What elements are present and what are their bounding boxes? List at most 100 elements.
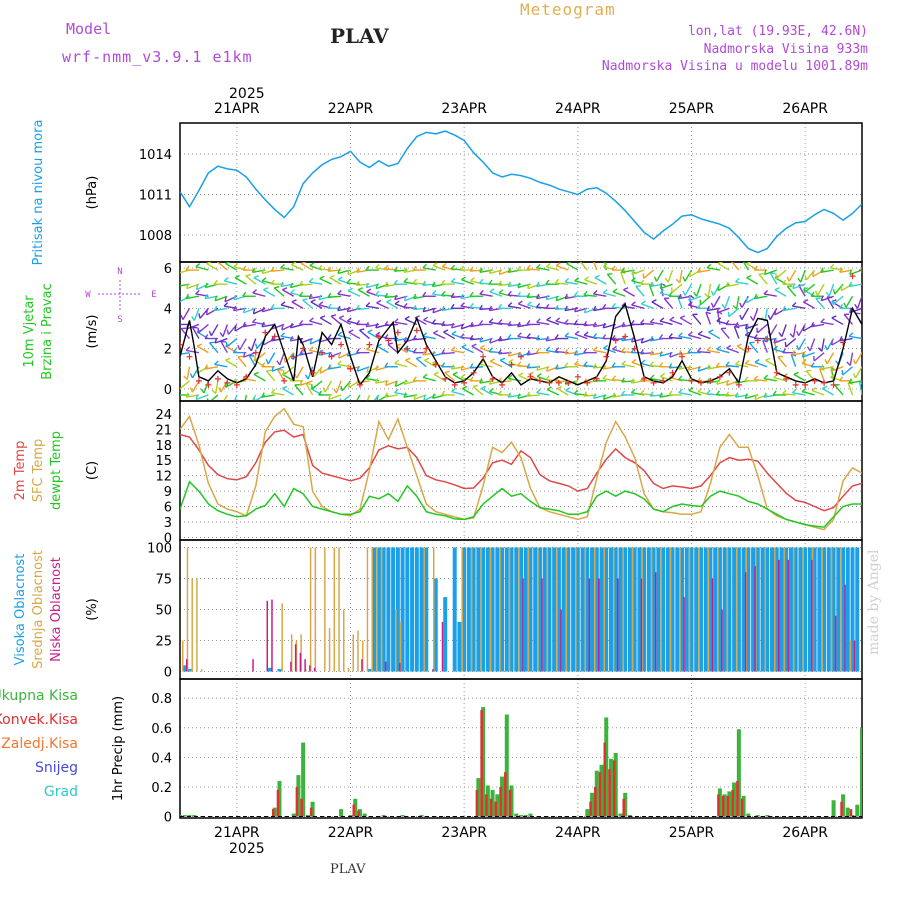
wind-barb-tick [253,274,259,279]
cloud_high-bar [803,547,808,672]
cloud_high-bar [784,547,789,672]
cloud_low-bar [744,572,747,672]
precip-tick-label: 0 [164,811,172,826]
cloud_mid-bar [338,547,340,672]
wind-barb-tick [710,302,715,308]
cloud_high-bar [613,547,618,672]
wind-gust-marker [792,381,799,388]
bottom-year-label: 2025 [229,841,265,857]
wind-barb [546,388,560,396]
cloud_high-bar [410,547,415,672]
wind-barb-tick [195,394,199,400]
wind-barb [376,302,389,309]
wind-gust-marker [527,373,534,380]
wind-barb [695,283,702,297]
wind-barb-tick [830,366,833,372]
wind-gust-marker [300,345,307,352]
wind-barb-tick [746,262,752,265]
wind-barb [299,283,313,286]
wind-barb-tick [725,380,729,386]
wind-barb-tick [200,388,205,394]
wind-gust-marker [688,377,695,384]
wind-barb [849,283,862,288]
wind-barb-tick [749,316,754,321]
cloud_low-bar [294,644,297,672]
wind-barb-tick [678,375,683,381]
wind-barb-tick [687,331,693,336]
wind-barb-tick [498,289,504,294]
wind-barb-tick [211,389,217,395]
top-date-label: 24APR [555,101,601,117]
cloud_mid-bar [783,547,785,672]
wind-barb [422,267,436,271]
wind-barb-tick [630,388,636,394]
precip_conv-bar [508,789,512,817]
wind-barb [856,296,862,309]
wind-barb-tick [230,403,233,407]
wind-barb [792,392,806,396]
wind-gust-marker [375,333,382,340]
cloud_high-bar [727,547,732,672]
wind-barb [432,264,446,271]
temperature-axis-title: SFC Temp [31,439,46,503]
wind-barb [688,389,702,396]
station-title: PLAV [330,24,389,48]
wind-barb-tick [233,263,239,268]
wind-barb-tick [693,291,698,297]
wind-barb-tick [394,359,400,364]
wind-barb [263,289,276,297]
wind-barb-tick [384,362,389,368]
wind-barb [335,380,342,394]
wind-barb [280,304,294,310]
cloud_mid-bar [423,547,426,672]
wind-gust-marker [783,375,790,382]
wind-barb-tick [169,330,174,332]
wind-barb-tick [282,287,288,291]
wind-barb-tick [198,313,201,319]
wind-barb [367,331,380,340]
wind-barb [623,289,636,297]
temperature-unit-label: (C) [85,461,100,480]
wind-barb [394,321,408,326]
wind-barb [214,363,228,368]
cloud_low-bar [787,559,789,672]
wind-barb-tick [461,276,466,281]
wind-barb-tick [554,334,559,339]
wind-barb-tick [653,276,658,282]
wind-barb-tick [308,277,314,283]
wind-barb-tick [319,275,325,280]
precip_total-bar [765,815,770,817]
cloud_low-bar [560,609,562,672]
wind-barb [748,342,759,354]
wind-barb-tick [441,349,445,355]
precip_total-bar [400,815,405,817]
wind-barb-tick [176,320,179,324]
cloud_low-bar [271,599,273,672]
wind-barb-tick [213,305,218,311]
wind-barb [716,307,730,314]
wind-barb-tick [716,317,722,322]
cloud_mid-bar [480,547,482,672]
wind-barb [790,354,797,367]
cloud_high-bar [471,547,476,672]
cloud_mid-bar [361,640,364,672]
cloud_mid-bar [802,547,804,672]
wind-barb-tick [414,315,420,319]
cloud_high-bar [736,547,741,672]
wind-barb-tick [366,288,372,293]
wind-barb-tick [196,343,203,347]
precip_total-bar [618,813,623,817]
wind-barb [423,376,436,382]
wind-gust-marker [679,353,686,360]
wind-barb [620,271,626,285]
wind-barb-tick [460,293,464,299]
wind-barb-tick [301,262,307,265]
wind-barb [206,262,219,271]
wind-barb-tick [621,267,625,273]
cloud_high-bar [414,547,419,672]
wind-barb [471,345,484,354]
cloud_mid-bar [726,547,729,672]
wind-barb-tick [535,293,540,299]
cloud_mid-bar [433,547,435,672]
wind-barb [302,299,314,309]
